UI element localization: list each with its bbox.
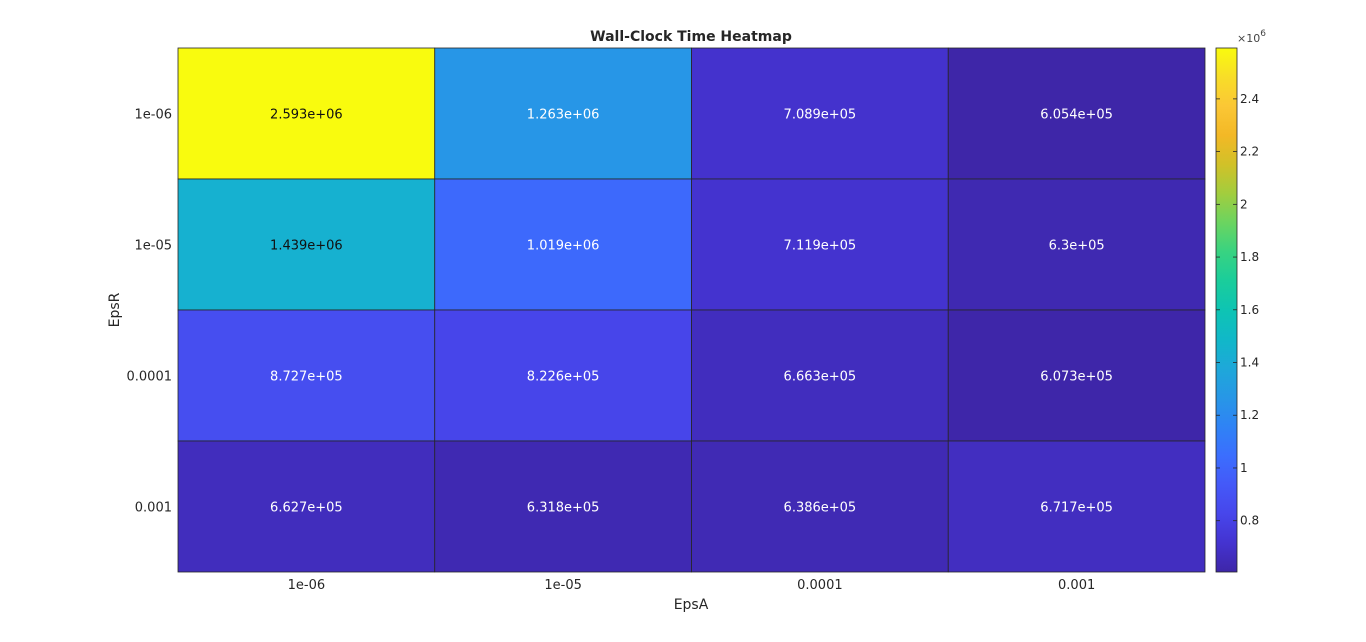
heatmap-cell — [691, 47, 949, 180]
heatmap-cell — [434, 47, 692, 180]
y-axis-label: EpsR — [107, 292, 123, 327]
cell-value-label: 6.054e+05 — [1040, 108, 1113, 123]
heatmap-cell — [177, 178, 436, 311]
heatmap-cell — [691, 178, 949, 311]
colorbar-tick-label: 2.4 — [1240, 92, 1259, 106]
y-tick-label: 1e-05 — [134, 239, 172, 254]
cell-value-label: 7.089e+05 — [784, 108, 857, 123]
cell-value-label: 1.263e+06 — [527, 108, 600, 123]
heatmap-cell — [947, 309, 1206, 442]
heatmap-cell — [691, 440, 949, 573]
colorbar-multiplier: ×106 — [1237, 29, 1266, 45]
x-tick-label: 1e-05 — [544, 578, 582, 593]
y-tick-label: 0.0001 — [127, 370, 173, 385]
heatmap-cells: 2.593e+06 1.263e+06 7.089e+05 6.054e+05 1.43… — [177, 47, 1206, 573]
cell-value-label: 6.627e+05 — [270, 501, 343, 516]
cell-value-label: 8.226e+05 — [527, 370, 600, 385]
heatmap-cell — [434, 309, 692, 442]
x-tick-label: 0.0001 — [797, 578, 843, 593]
cell-value-label: 6.318e+05 — [527, 501, 600, 516]
chart-title: Wall-Clock Time Heatmap — [590, 29, 792, 45]
heatmap-cell — [434, 178, 692, 311]
heatmap-cell — [434, 440, 692, 573]
y-tick-labels: 1e-06 1e-05 0.0001 0.001 — [127, 108, 173, 516]
cell-value-label: 8.727e+05 — [270, 370, 343, 385]
colorbar-tick-label: 2.2 — [1240, 145, 1259, 159]
heatmap-cell — [947, 47, 1206, 180]
heatmap-cell — [947, 178, 1206, 311]
cell-value-label: 1.019e+06 — [527, 239, 600, 254]
x-tick-label: 1e-06 — [288, 578, 326, 593]
cell-value-label: 6.717e+05 — [1040, 501, 1113, 516]
cell-value-label: 1.439e+06 — [270, 239, 343, 254]
colorbar-tick-label: 1.6 — [1240, 303, 1259, 317]
colorbar-tick-label: 2 — [1240, 197, 1248, 211]
heatmap-cell — [177, 440, 436, 573]
x-tick-labels: 1e-06 1e-05 0.0001 0.001 — [288, 578, 1096, 593]
colorbar-tick-label: 1.4 — [1240, 356, 1259, 370]
y-tick-label: 1e-06 — [134, 108, 172, 123]
colorbar-tick-label: 1.2 — [1240, 408, 1259, 422]
heatmap-cell — [947, 440, 1206, 573]
cell-value-label: 7.119e+05 — [784, 239, 857, 254]
cell-value-label: 6.663e+05 — [784, 370, 857, 385]
x-axis-label: EpsA — [674, 597, 709, 613]
cell-value-label: 2.593e+06 — [270, 108, 343, 123]
colorbar-tick-label: 1.8 — [1240, 250, 1259, 264]
cell-value-label: 6.073e+05 — [1040, 370, 1113, 385]
cell-value-label: 6.3e+05 — [1049, 239, 1105, 254]
colorbar: 0.8 1 1.2 1.4 1.6 1.8 2 2.2 2.4 ×106 — [1215, 29, 1266, 573]
y-tick-label: 0.001 — [135, 501, 172, 516]
heatmap-cell — [177, 47, 436, 180]
colorbar-tick-label: 0.8 — [1240, 514, 1259, 528]
cell-value-label: 6.386e+05 — [784, 501, 857, 516]
colorbar-tick-label: 1 — [1240, 461, 1248, 475]
x-tick-label: 0.001 — [1058, 578, 1095, 593]
